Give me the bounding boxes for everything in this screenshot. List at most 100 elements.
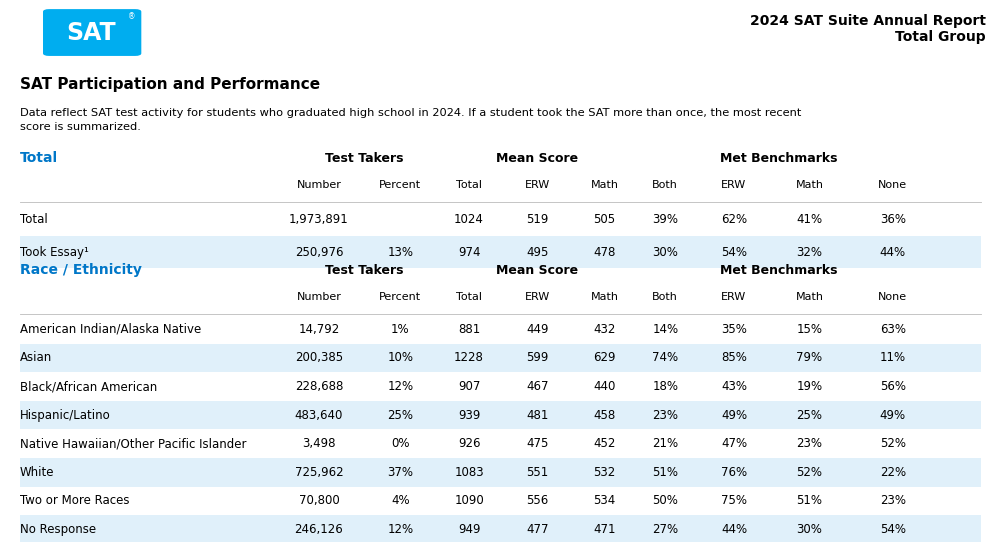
Text: 2024 SAT Suite Annual Report
Total Group: 2024 SAT Suite Annual Report Total Group [750, 14, 986, 44]
Text: None: None [878, 180, 908, 190]
Text: 63%: 63% [880, 323, 906, 336]
Text: Race / Ethnicity: Race / Ethnicity [20, 263, 142, 278]
Text: Math: Math [796, 292, 824, 302]
Text: 478: 478 [594, 246, 615, 259]
Text: 25%: 25% [387, 409, 413, 422]
Text: 939: 939 [458, 409, 481, 422]
Text: 52%: 52% [880, 437, 906, 450]
Text: 54%: 54% [880, 523, 906, 536]
Text: 505: 505 [594, 213, 615, 226]
Text: ERW: ERW [721, 180, 746, 190]
Text: 440: 440 [594, 380, 615, 393]
Text: 36%: 36% [880, 213, 906, 226]
Text: No Response: No Response [20, 523, 96, 536]
Text: 18%: 18% [652, 380, 678, 393]
Text: 1083: 1083 [454, 466, 484, 479]
Text: 79%: 79% [797, 351, 823, 364]
Text: 62%: 62% [720, 213, 747, 226]
Bar [20, 236, 981, 268]
Text: 477: 477 [526, 523, 549, 536]
Text: 85%: 85% [721, 351, 747, 364]
Text: 12%: 12% [387, 523, 413, 536]
Text: Percent: Percent [380, 292, 421, 302]
Text: ERW: ERW [525, 292, 550, 302]
Text: 41%: 41% [797, 213, 823, 226]
Text: 250,976: 250,976 [294, 246, 343, 259]
Text: 471: 471 [594, 523, 615, 536]
Text: 907: 907 [458, 380, 481, 393]
Text: Met Benchmarks: Met Benchmarks [720, 152, 837, 165]
Text: 556: 556 [526, 494, 549, 507]
Text: 37%: 37% [387, 466, 413, 479]
Text: Took Essay¹: Took Essay¹ [20, 246, 88, 259]
Text: Math: Math [591, 292, 618, 302]
Text: 974: 974 [458, 246, 481, 259]
Text: 76%: 76% [720, 466, 747, 479]
Bar [20, 344, 981, 372]
Text: 30%: 30% [652, 246, 678, 259]
Text: 23%: 23% [652, 409, 678, 422]
Text: Total: Total [456, 180, 482, 190]
Text: 1,973,891: 1,973,891 [289, 213, 349, 226]
Text: 228,688: 228,688 [294, 380, 343, 393]
Text: 21%: 21% [652, 437, 679, 450]
Text: Math: Math [591, 180, 618, 190]
Text: 3,498: 3,498 [302, 437, 336, 450]
Text: 467: 467 [526, 380, 549, 393]
Text: Total: Total [20, 151, 57, 165]
Text: 246,126: 246,126 [294, 523, 343, 536]
Text: 11%: 11% [880, 351, 906, 364]
Text: ⛨: ⛨ [22, 22, 33, 40]
Text: 452: 452 [594, 437, 615, 450]
Text: 481: 481 [526, 409, 549, 422]
Text: 13%: 13% [387, 246, 413, 259]
Text: 23%: 23% [880, 494, 906, 507]
Text: 10%: 10% [387, 351, 413, 364]
Text: Both: Both [652, 180, 678, 190]
Text: 14,792: 14,792 [298, 323, 340, 336]
Text: 25%: 25% [797, 409, 823, 422]
Text: 551: 551 [526, 466, 549, 479]
Text: None: None [878, 292, 908, 302]
Text: 47%: 47% [720, 437, 747, 450]
Text: Number: Number [296, 292, 341, 302]
Text: Math: Math [796, 180, 824, 190]
Text: 49%: 49% [880, 409, 906, 422]
Text: 43%: 43% [721, 380, 747, 393]
Text: Number: Number [296, 180, 341, 190]
Text: 30%: 30% [797, 523, 823, 536]
Text: 27%: 27% [652, 523, 679, 536]
Text: 532: 532 [594, 466, 615, 479]
Text: 54%: 54% [721, 246, 747, 259]
Text: 35%: 35% [721, 323, 747, 336]
Text: 458: 458 [594, 409, 615, 422]
Text: 475: 475 [526, 437, 549, 450]
Text: 56%: 56% [880, 380, 906, 393]
Text: 50%: 50% [652, 494, 678, 507]
Text: 495: 495 [526, 246, 549, 259]
Text: 949: 949 [458, 523, 481, 536]
Text: 12%: 12% [387, 380, 413, 393]
FancyBboxPatch shape [43, 9, 142, 56]
Bar [20, 401, 981, 429]
Text: 49%: 49% [720, 409, 747, 422]
Text: ERW: ERW [721, 292, 746, 302]
Text: 4%: 4% [391, 494, 409, 507]
Text: 70,800: 70,800 [298, 494, 339, 507]
Text: 1228: 1228 [454, 351, 484, 364]
Text: American Indian/Alaska Native: American Indian/Alaska Native [20, 323, 201, 336]
Text: Total: Total [20, 213, 48, 226]
Text: 39%: 39% [652, 213, 678, 226]
Text: 1%: 1% [391, 323, 409, 336]
Text: SAT Participation and Performance: SAT Participation and Performance [20, 77, 320, 92]
Text: 449: 449 [526, 323, 549, 336]
Text: 32%: 32% [797, 246, 823, 259]
Text: Mean Score: Mean Score [496, 264, 578, 278]
Text: 14%: 14% [652, 323, 679, 336]
Text: 51%: 51% [652, 466, 678, 479]
Bar [20, 515, 981, 542]
Text: 432: 432 [594, 323, 615, 336]
Text: SAT: SAT [66, 21, 116, 44]
Text: Total: Total [456, 292, 482, 302]
Text: Test Takers: Test Takers [325, 264, 403, 278]
